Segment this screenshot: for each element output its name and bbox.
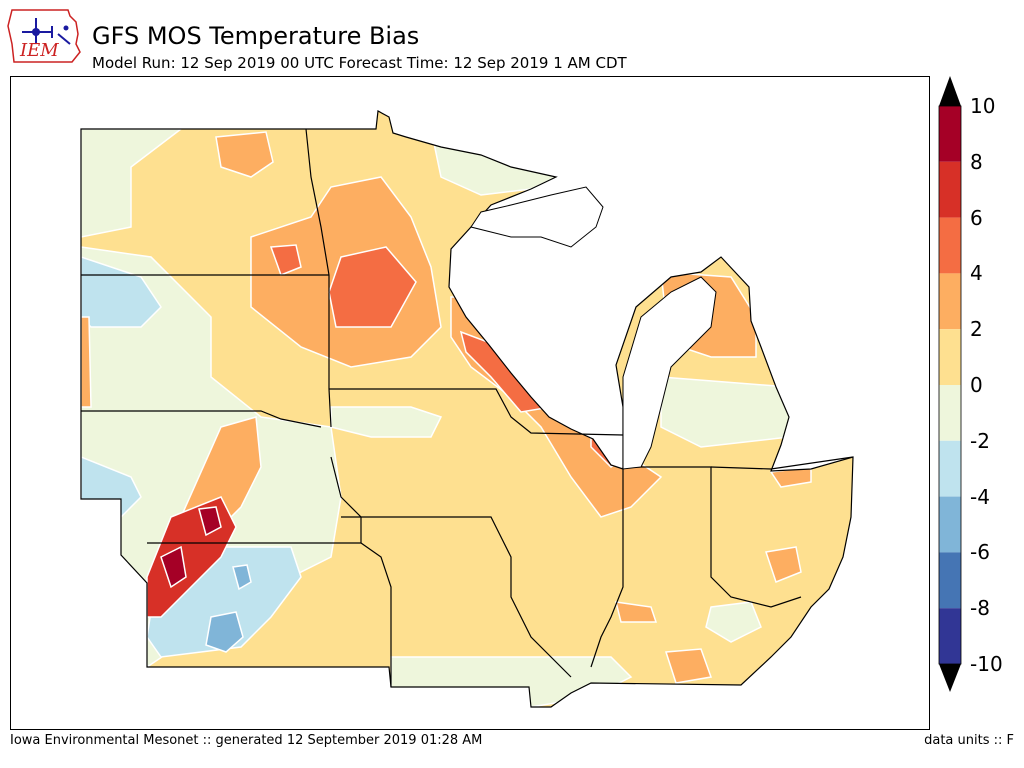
colorbar-tick-label: -8 <box>970 596 990 621</box>
colorbar-bin <box>939 273 961 330</box>
colorbar-tick-label: 6 <box>970 205 983 230</box>
logo-text: IEM <box>20 40 59 61</box>
footer-generated: Iowa Environmental Mesonet :: generated … <box>10 733 483 748</box>
colorbar-tick-label: 0 <box>970 373 983 397</box>
colorbar-tick-label: 10 <box>970 94 996 118</box>
colorbar-extend-bottom <box>939 664 961 692</box>
colorbar-outline <box>938 105 962 665</box>
colorbar-bin <box>939 608 961 664</box>
colorbar-bin <box>939 161 961 218</box>
colorbar-tick-label: -2 <box>970 428 990 453</box>
map-subtitle: Model Run: 12 Sep 2019 00 UTC Forecast T… <box>92 54 627 72</box>
colorbar-tick-label: -6 <box>970 540 990 565</box>
colorbar-bin <box>939 496 961 553</box>
colorbar-bin <box>939 552 961 609</box>
iem-logo: IEM <box>6 4 86 66</box>
colorbar-bin <box>939 385 961 441</box>
colorbar-bin <box>939 329 961 385</box>
bias-map <box>80 110 854 708</box>
colorbar-tick-label: -4 <box>970 484 990 509</box>
colorbar-tick-label: 4 <box>970 261 983 286</box>
colorbar-tick-label: 8 <box>970 149 983 174</box>
colorbar-bin <box>939 440 961 497</box>
colorbar-tick-label: 2 <box>970 317 983 342</box>
colorbar-bin <box>939 106 961 162</box>
footer-units: data units :: F <box>924 733 1014 748</box>
map-title: GFS MOS Temperature Bias <box>92 22 420 50</box>
colorbar-bin <box>939 217 961 274</box>
colorbar-tick-label: -10 <box>970 652 1003 676</box>
colorbar-graphic <box>938 76 962 692</box>
colorbar-extend-top <box>939 76 961 106</box>
map-panel <box>10 76 930 730</box>
colorbar <box>935 76 975 694</box>
